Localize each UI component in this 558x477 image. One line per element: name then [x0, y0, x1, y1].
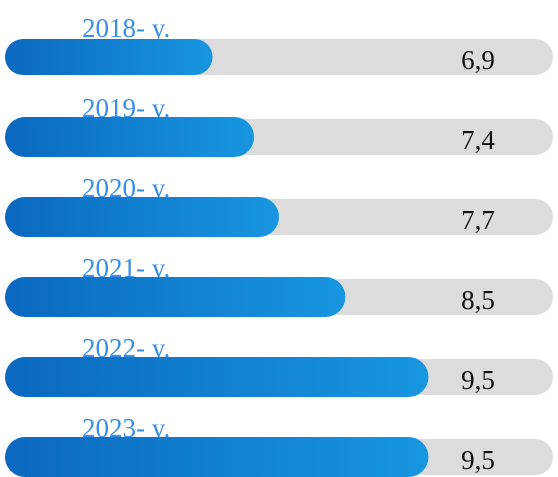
category-label: 2018- y. — [82, 13, 170, 43]
value-label: 9,5 — [461, 445, 495, 475]
value-label: 7,4 — [461, 125, 495, 155]
bar — [5, 357, 429, 397]
value-label: 9,5 — [461, 365, 495, 395]
bar — [5, 277, 346, 317]
bar — [5, 117, 255, 157]
value-label: 7,7 — [461, 205, 495, 235]
bar — [5, 437, 429, 477]
value-label: 6,9 — [461, 45, 495, 75]
bar — [5, 197, 279, 237]
bar — [5, 39, 213, 75]
value-label: 8,5 — [461, 285, 495, 315]
